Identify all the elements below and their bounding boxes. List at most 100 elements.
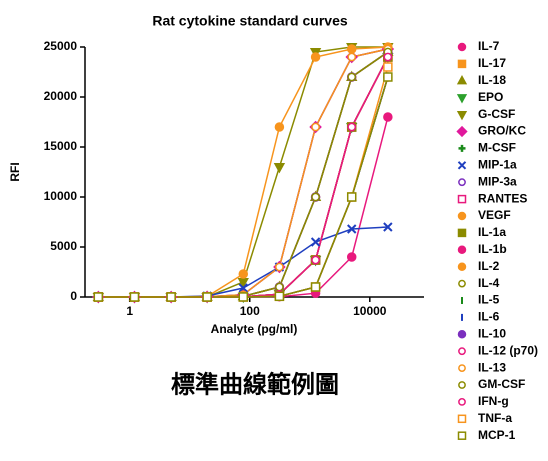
legend-marker — [456, 111, 468, 121]
y-tick-label: 5000 — [50, 239, 77, 253]
legend-marker — [456, 125, 468, 138]
legend-marker — [457, 262, 467, 271]
point — [238, 283, 248, 293]
curve — [98, 56, 389, 298]
point — [274, 291, 285, 302]
point — [383, 222, 393, 232]
legend-label: GRO/KC — [478, 124, 526, 138]
curve — [98, 51, 389, 298]
point — [346, 252, 357, 262]
point — [383, 112, 393, 122]
point — [310, 52, 321, 62]
curve — [98, 48, 389, 298]
y-tick-label: 20000 — [44, 89, 78, 103]
legend-label: IL-1a — [478, 225, 506, 239]
legend-label: IL-7 — [478, 39, 500, 53]
legend-label: RANTES — [478, 191, 527, 205]
y-tick-label: 10000 — [44, 189, 78, 203]
point — [347, 224, 357, 234]
curve — [98, 56, 389, 298]
legend-marker — [458, 364, 466, 373]
legend-marker — [457, 431, 467, 440]
caption: 標準曲線範例圖 — [171, 370, 339, 399]
curve — [98, 48, 389, 298]
legend-marker — [457, 161, 467, 170]
legend-label: VEGF — [478, 208, 511, 222]
legend-label: MIP-3a — [478, 174, 517, 188]
point — [237, 278, 249, 289]
legend-marker — [457, 42, 467, 52]
legend-label: IL-2 — [478, 259, 500, 273]
point — [273, 163, 286, 174]
curve — [98, 51, 389, 298]
point — [346, 44, 357, 54]
point — [346, 192, 357, 202]
y-tick-label: 25000 — [44, 39, 78, 53]
point — [347, 52, 357, 62]
x-tick-label: 10000 — [353, 304, 387, 318]
legend-marker — [457, 330, 467, 339]
legend-label: MIP-1a — [478, 157, 517, 171]
legend-label: IL-18 — [478, 73, 506, 87]
curve — [98, 46, 388, 298]
point — [310, 237, 321, 247]
point — [238, 292, 249, 302]
x-tick-label: 100 — [240, 304, 260, 318]
point — [275, 282, 284, 292]
legend-marker — [458, 279, 466, 288]
legend-label: GM-CSF — [478, 377, 525, 391]
legend-marker — [457, 211, 467, 221]
legend-marker — [457, 414, 467, 424]
x-axis-title: Analyte (pg/ml) — [211, 322, 298, 336]
legend-label: IL-5 — [478, 293, 500, 307]
point — [311, 192, 320, 202]
legend-label: G-CSF — [478, 107, 515, 121]
legend-marker — [457, 228, 467, 238]
point — [274, 122, 285, 132]
point — [275, 262, 284, 272]
legend-marker — [458, 178, 466, 187]
point — [166, 292, 176, 302]
legend-label: IL-12 (p70) — [478, 343, 538, 357]
point — [311, 255, 320, 265]
legend-label: IL-1b — [478, 242, 507, 256]
legend-marker — [458, 398, 466, 406]
curve — [98, 51, 389, 298]
curve — [98, 51, 389, 298]
legend-label: IL-17 — [478, 56, 506, 70]
point — [347, 122, 357, 132]
legend-marker — [457, 245, 467, 255]
legend-marker — [458, 347, 466, 356]
legend-label: IL-6 — [478, 310, 500, 324]
point — [238, 269, 249, 279]
point — [202, 292, 212, 302]
curve — [98, 56, 389, 298]
point — [383, 62, 393, 72]
legend-label: IL-13 — [478, 360, 506, 374]
legend-marker — [458, 144, 466, 152]
x-tick-label: 1 — [126, 304, 133, 318]
legend-label: IL-10 — [478, 326, 506, 340]
legend-marker — [456, 75, 468, 85]
point — [347, 72, 357, 82]
chart-title: Rat cytokine standard curves — [152, 13, 348, 29]
y-axis-title: RFI — [8, 162, 22, 181]
point — [311, 122, 320, 132]
y-tick-label: 15000 — [44, 139, 78, 153]
legend-label: MCP-1 — [478, 428, 516, 442]
curve — [98, 56, 389, 298]
curve — [98, 56, 389, 298]
legend-label: M-CSF — [478, 141, 516, 155]
point — [129, 292, 140, 302]
legend-marker — [458, 381, 466, 389]
curve — [98, 51, 389, 298]
curve — [98, 56, 389, 298]
legend-label: EPO — [478, 90, 503, 104]
curve — [98, 48, 389, 298]
legend-marker — [456, 94, 468, 104]
point — [93, 292, 104, 302]
legend-marker — [457, 59, 467, 69]
legend-label: IFN-g — [478, 394, 509, 408]
point — [383, 72, 393, 82]
